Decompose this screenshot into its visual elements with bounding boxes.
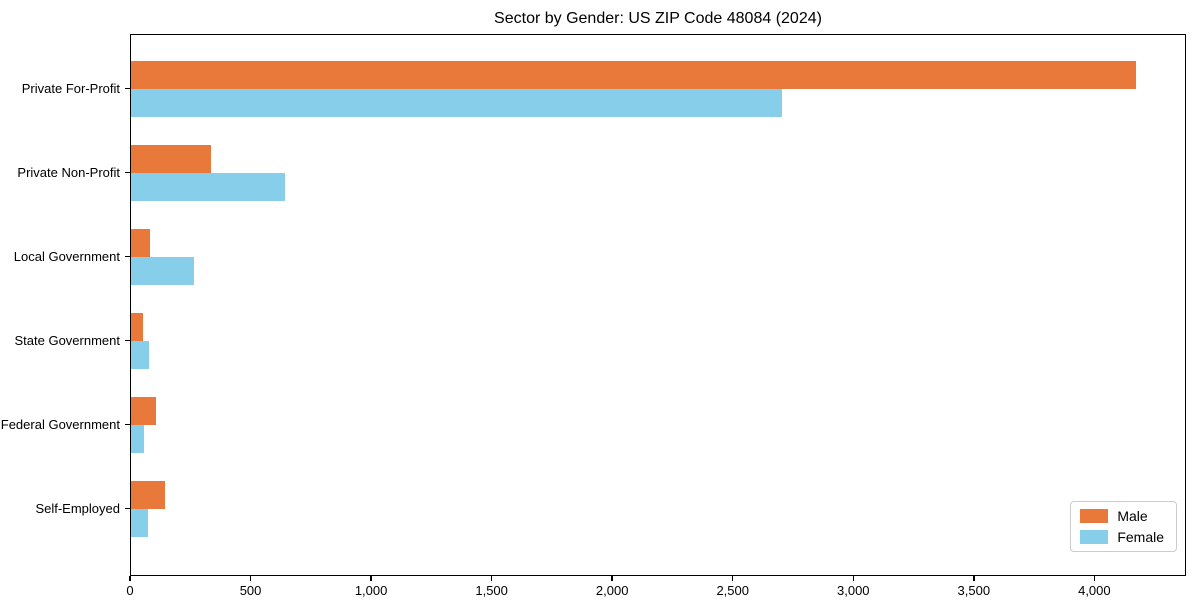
- legend: Male Female: [1070, 501, 1177, 552]
- legend-row-female: Female: [1080, 529, 1164, 545]
- chart-title: Sector by Gender: US ZIP Code 48084 (202…: [494, 10, 822, 27]
- x-tick-mark: [973, 576, 975, 581]
- y-tick-label: Private Non-Profit: [17, 164, 120, 180]
- x-tick-label: 0: [126, 583, 134, 598]
- x-tick-mark: [129, 576, 131, 581]
- legend-swatch-female: [1080, 530, 1109, 544]
- y-tick-mark: [125, 171, 130, 174]
- y-tick-mark: [125, 507, 130, 510]
- y-tick-label: Private For-Profit: [21, 80, 120, 96]
- x-tick-label: 500: [239, 583, 262, 598]
- x-tick-mark: [490, 576, 493, 581]
- x-tick-mark: [1093, 576, 1096, 581]
- bar-male-local-government: [131, 229, 151, 258]
- bar-female-private-non-profit: [131, 173, 286, 202]
- y-tick-label: Local Government: [13, 248, 120, 264]
- x-tick-label: 2,000: [595, 583, 629, 598]
- x-tick-label: 4,000: [1078, 583, 1111, 598]
- y-tick-label: State Government: [14, 332, 121, 348]
- legend-label: Male: [1117, 508, 1148, 524]
- y-tick-label: Federal Government: [0, 416, 120, 432]
- x-tick-label: 3,000: [837, 583, 870, 598]
- x-tick-mark: [249, 576, 252, 581]
- y-tick-label: Self-Employed: [35, 500, 120, 516]
- bar-female-federal-government: [131, 425, 145, 454]
- legend-row-male: Male: [1080, 508, 1164, 524]
- bar-male-self-employed: [131, 481, 165, 510]
- x-tick-mark: [852, 576, 855, 581]
- x-tick-mark: [370, 576, 372, 581]
- plot-area: Male Female: [130, 34, 1186, 576]
- x-tick-label: 3,500: [957, 583, 991, 598]
- y-tick-mark: [125, 423, 130, 426]
- legend-swatch-male: [1080, 509, 1109, 523]
- bar-male-private-non-profit: [131, 145, 211, 174]
- bar-male-federal-government: [131, 397, 157, 426]
- y-tick-mark: [125, 255, 130, 258]
- bar-female-state-government: [131, 341, 150, 370]
- bar-female-private-for-profit: [131, 89, 782, 118]
- x-tick-mark: [611, 576, 613, 581]
- x-tick-label: 1,500: [475, 583, 508, 598]
- bar-female-self-employed: [131, 509, 148, 538]
- x-tick-mark: [731, 576, 734, 581]
- legend-label: Female: [1117, 529, 1164, 545]
- y-tick-mark: [125, 87, 130, 90]
- x-tick-label: 1,000: [354, 583, 388, 598]
- bar-male-state-government: [131, 313, 144, 342]
- bar-female-local-government: [131, 257, 194, 286]
- x-tick-label: 2,500: [716, 583, 749, 598]
- bar-male-private-for-profit: [131, 61, 1137, 90]
- y-tick-mark: [125, 339, 130, 342]
